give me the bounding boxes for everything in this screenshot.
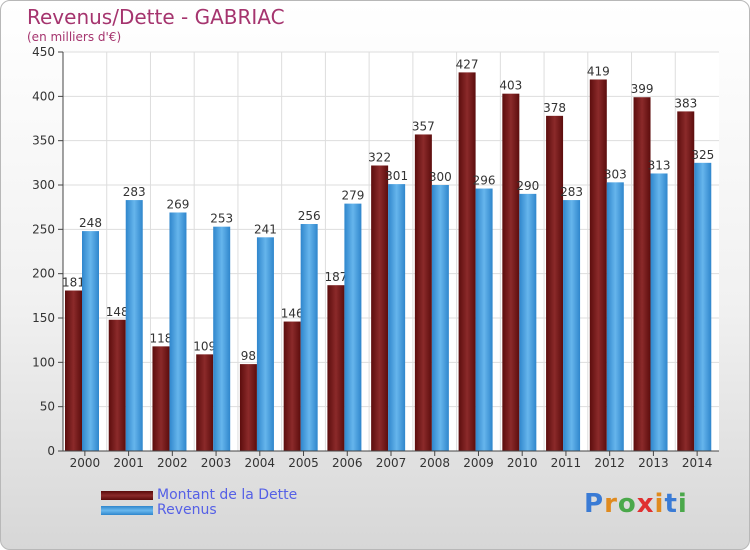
x-tick-label: 2004 [245,456,276,470]
bar-dette [633,97,651,451]
data-label-revenus: 248 [79,216,102,230]
data-label-revenus: 253 [210,212,233,226]
bar-dette [65,290,82,451]
y-tick-label: 400 [32,89,55,103]
x-tick-label: 2014 [682,456,713,470]
bar-revenus [125,200,143,451]
legend-label-revenus: Revenus [157,502,217,518]
x-tick-label: 2011 [551,456,582,470]
x-tick-label: 2002 [157,456,188,470]
legend-swatch-revenus [101,506,153,515]
data-label-dette: 118 [150,331,173,345]
x-tick-label: 2009 [463,456,494,470]
x-tick-label: 2010 [507,456,538,470]
y-tick-label: 250 [32,222,55,236]
x-tick-label: 2000 [70,456,101,470]
x-tick-label: 2007 [376,456,407,470]
data-label-revenus: 300 [429,170,452,184]
bar-revenus [300,224,318,451]
x-tick-label: 2013 [638,456,669,470]
bar-revenus [650,173,668,451]
bar-revenus [694,162,712,452]
data-label-dette: 148 [106,305,129,319]
bar-dette [283,321,301,451]
data-label-revenus: 303 [604,167,627,181]
data-label-revenus: 301 [385,169,408,183]
bar-revenus [256,237,274,451]
data-label-revenus: 290 [516,179,539,193]
bar-revenus [563,200,581,451]
y-tick-label: 100 [32,355,55,369]
y-tick-label: 200 [32,267,55,281]
bar-revenus [519,193,537,451]
bar-revenus [344,203,362,451]
data-label-revenus: 241 [254,222,277,236]
bar-dette [502,93,520,451]
data-label-dette: 322 [368,150,391,164]
data-label-dette: 187 [324,270,347,284]
bar-revenus [475,188,493,451]
x-tick-label: 2006 [332,456,363,470]
x-tick-label: 2012 [594,456,625,470]
data-label-revenus: 269 [167,197,190,211]
legend-swatch-dette [101,491,153,500]
x-tick-label: 2003 [201,456,232,470]
data-label-dette: 146 [281,307,304,321]
x-tick-label: 2005 [288,456,319,470]
data-label-revenus: 279 [341,189,364,203]
data-label-dette: 378 [543,101,566,115]
bar-dette [152,346,170,451]
bar-dette [589,79,607,451]
bar-dette [239,364,257,451]
data-label-dette: 399 [631,82,654,96]
bar-revenus [606,182,624,451]
data-label-dette: 357 [412,119,435,133]
y-tick-label: 150 [32,311,55,325]
bar-dette [458,72,476,451]
bar-revenus [431,185,449,451]
bar-dette [371,165,389,451]
chart-subtitle: (en milliers d'€) [27,30,122,44]
bar-dette [546,115,564,451]
bar-dette [196,354,214,451]
bar-dette [414,134,432,451]
data-label-dette: 383 [674,96,697,110]
data-label-revenus: 283 [123,185,146,199]
y-tick-label: 300 [32,178,55,192]
chart-title: Revenus/Dette - GABRIAC [27,5,285,29]
data-label-dette: 98 [241,349,256,363]
data-label-revenus: 325 [691,148,714,162]
data-label-dette: 419 [587,64,610,78]
x-tick-label: 2001 [113,456,144,470]
bar-revenus [169,212,187,451]
legend-label-dette: Montant de la Dette [157,487,298,503]
y-tick-label: 50 [40,400,55,414]
y-tick-label: 450 [32,45,55,59]
x-tick-label: 2008 [419,456,450,470]
data-label-revenus: 283 [560,185,583,199]
data-label-dette: 427 [456,57,479,71]
bar-dette [108,319,126,451]
bar-dette [327,285,345,451]
bar-revenus [213,226,231,451]
y-tick-label: 350 [32,134,55,148]
data-label-revenus: 296 [473,174,496,188]
bar-dette [677,111,695,451]
y-tick-label: 0 [47,444,55,458]
bar-revenus [388,184,406,451]
proxiti-logo: Proxiti [584,489,688,519]
data-label-dette: 403 [499,79,522,93]
data-label-dette: 109 [193,339,216,353]
bar-revenus [82,231,99,451]
data-label-dette: 181 [62,276,85,290]
data-label-revenus: 313 [648,158,671,172]
data-label-revenus: 256 [298,209,321,223]
